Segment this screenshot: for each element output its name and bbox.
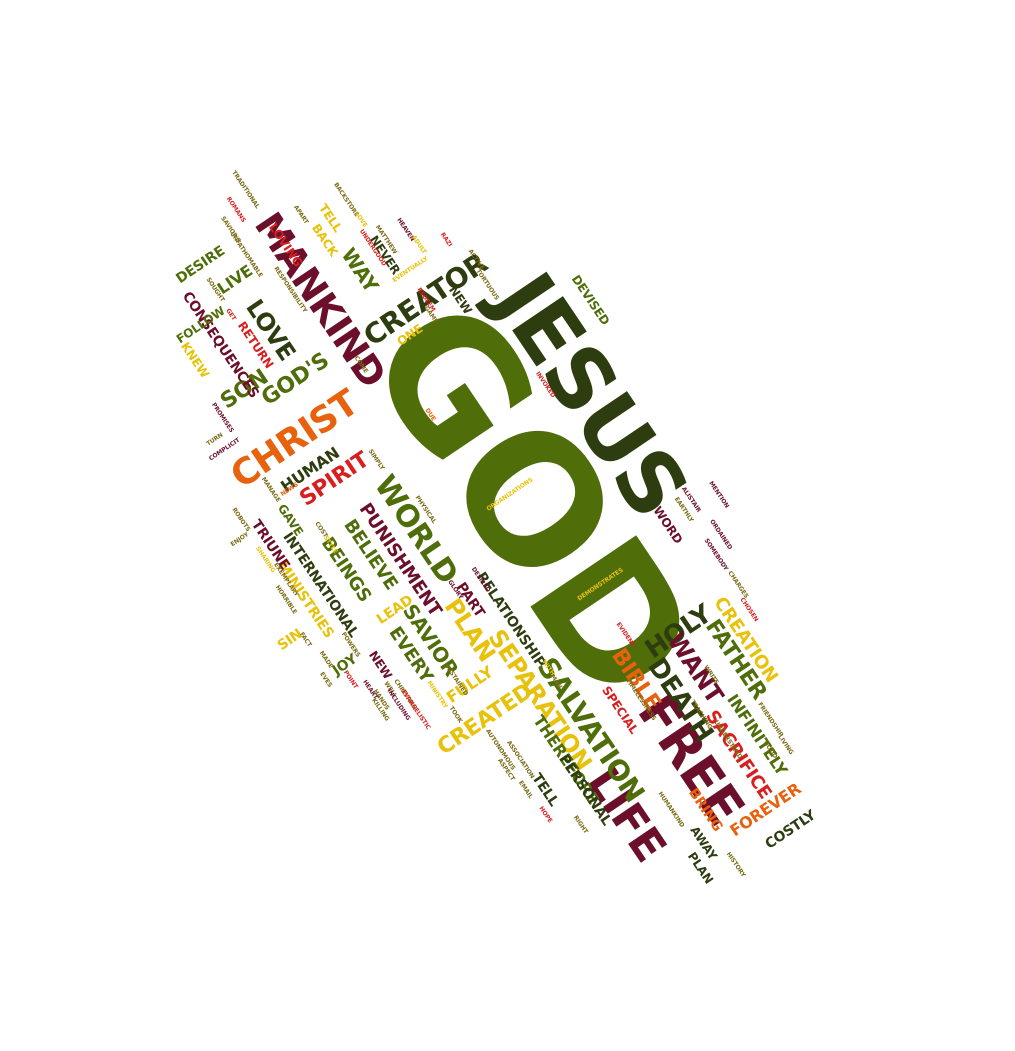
word-razi: RAZI <box>438 231 453 249</box>
word-knew: KNEW <box>177 339 212 381</box>
word-eves: EVES <box>317 670 333 689</box>
word-sin: SIN <box>274 626 306 654</box>
word-new: NEW <box>365 648 395 682</box>
word-love: LOVE <box>352 210 368 229</box>
word-history: HISTORY <box>724 850 747 879</box>
word-mention: MENTION <box>706 480 730 510</box>
word-charges: CHARGES <box>725 569 750 600</box>
word-point: POINT <box>341 669 360 691</box>
word-made: MADE <box>317 649 334 670</box>
word-gave: GAVE <box>274 501 306 539</box>
word-adult: ADULT <box>409 234 428 256</box>
word-took: TOOK <box>447 705 464 725</box>
word-robots: ROBOTS <box>229 506 251 533</box>
word-enjoy: ENJOY <box>229 531 250 549</box>
word-turn: TURN <box>205 431 225 448</box>
word-right: RIGHT <box>571 814 590 836</box>
word-hope: HOPE <box>537 805 554 825</box>
